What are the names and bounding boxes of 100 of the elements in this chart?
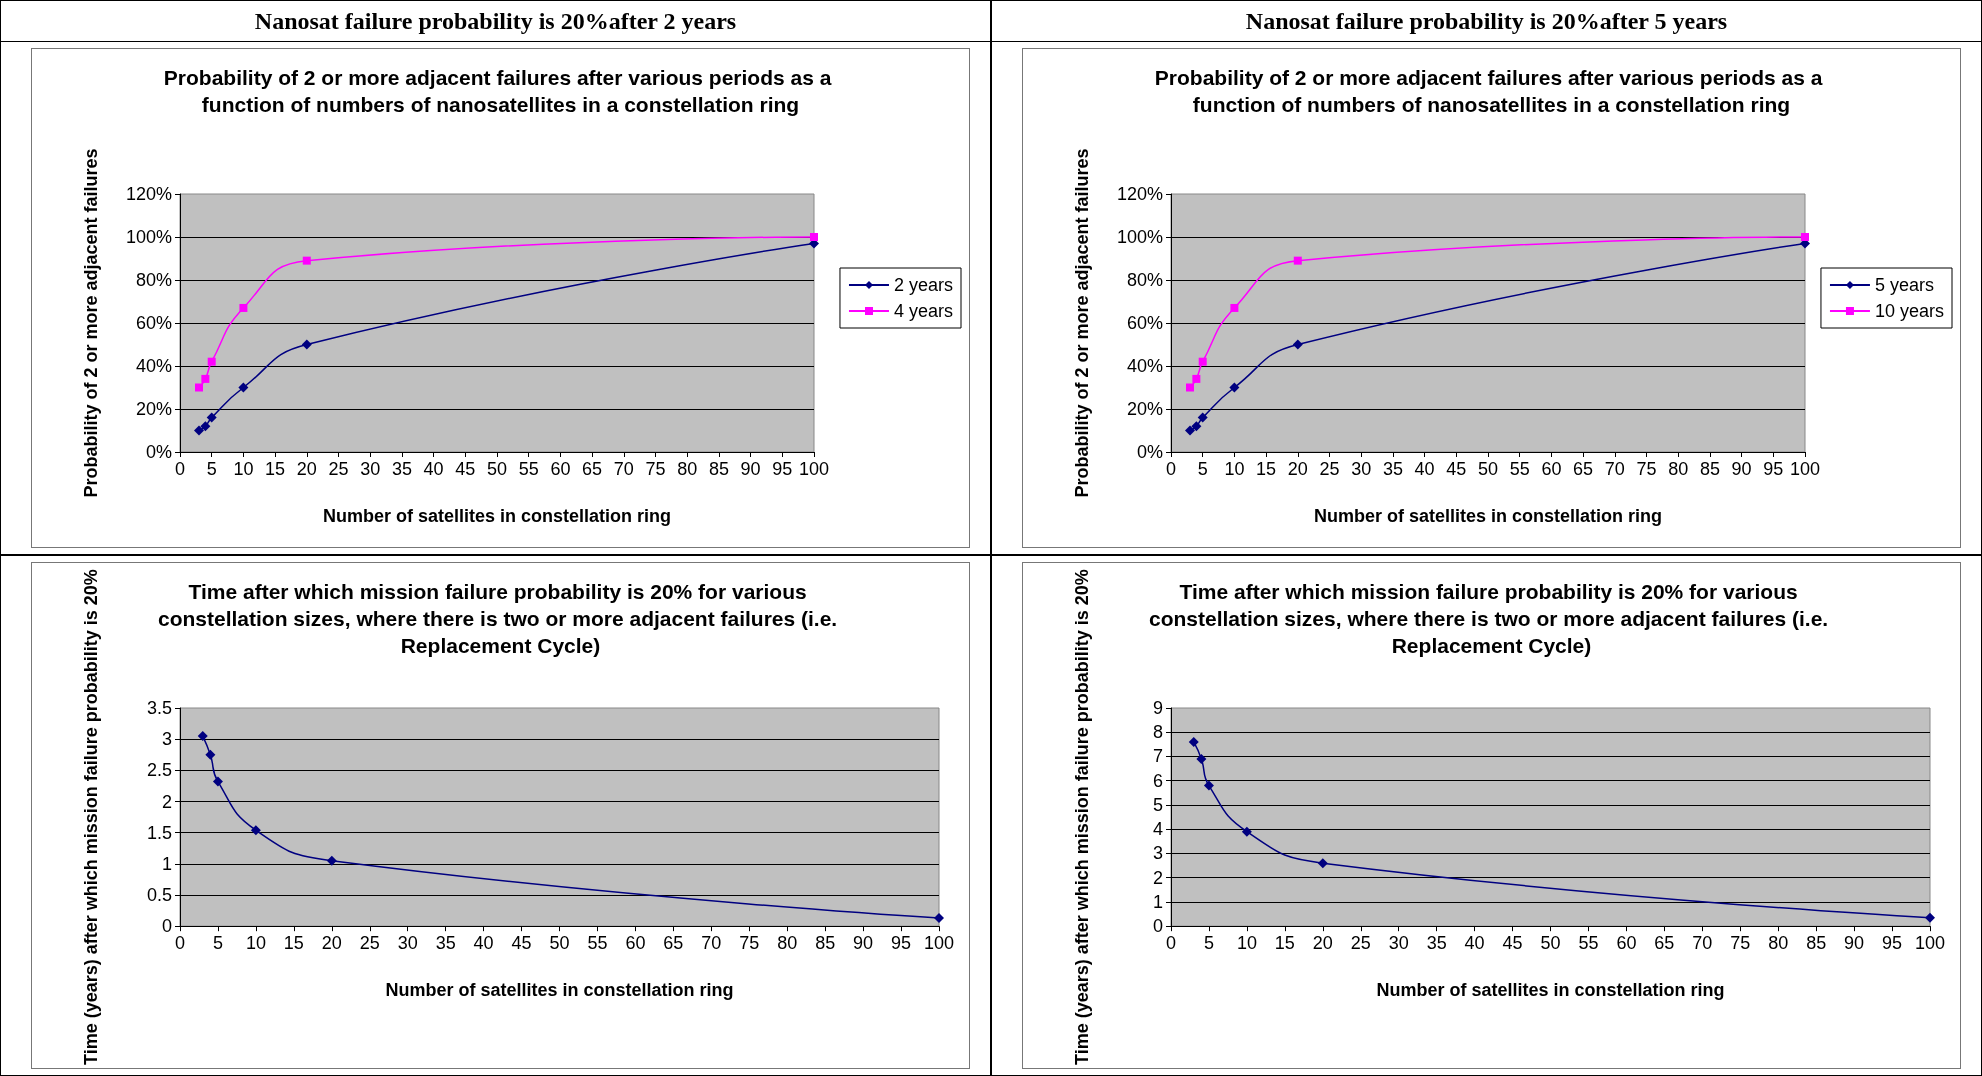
- x-tick-label: 85: [708, 459, 729, 479]
- y-tick-label: 100%: [1116, 227, 1163, 247]
- x-tick-label: 35: [1382, 459, 1403, 479]
- x-tick-label: 90: [1844, 933, 1865, 954]
- y-tick-label: 0%: [145, 442, 172, 462]
- x-tick-label: 45: [455, 459, 476, 479]
- x-tick-label: 75: [645, 459, 666, 479]
- x-tick-label: 90: [1731, 459, 1752, 479]
- y-tick-label: 6: [1152, 770, 1163, 791]
- x-tick-label: 55: [1509, 459, 1530, 479]
- x-tick-label: 5: [1203, 933, 1214, 954]
- x-tick-label: 20: [321, 933, 342, 954]
- x-tick-label: 0: [1165, 933, 1177, 954]
- x-tick-label: 100: [1914, 933, 1946, 954]
- x-tick-label: 85: [1806, 933, 1827, 954]
- x-tick-label: 50: [1540, 933, 1561, 954]
- x-tick-label: 60: [1541, 459, 1562, 479]
- legend-label: 5 years: [1874, 275, 1934, 295]
- y-tick-label: 2.5: [146, 760, 172, 781]
- x-tick-label: 70: [613, 459, 634, 479]
- chart-title: Probability of 2 or more adjacent failures after various periods as a function of numbers of nanosatellites in a constellation ring: [163, 66, 838, 116]
- x-tick-label: 95: [1763, 459, 1784, 479]
- x-tick-label: 30: [1351, 459, 1372, 479]
- y-tick-label: 120%: [1116, 184, 1163, 204]
- x-tick-label: 35: [435, 933, 456, 954]
- y-tick-label: 0: [1152, 916, 1163, 937]
- x-tick-label: 75: [1636, 459, 1657, 479]
- x-tick-label: 70: [1692, 933, 1713, 954]
- x-tick-label: 5: [206, 459, 217, 479]
- x-tick-label: 85: [815, 933, 836, 954]
- x-tick-label: 90: [853, 933, 874, 954]
- y-tick-label: 4: [1152, 819, 1163, 840]
- x-tick-label: 40: [1414, 459, 1435, 479]
- x-tick-label: 70: [1604, 459, 1625, 479]
- x-tick-label: 20: [1287, 459, 1308, 479]
- y-tick-label: 5: [1152, 794, 1163, 815]
- y-tick-label: 20%: [135, 399, 172, 419]
- x-tick-label: 40: [423, 459, 444, 479]
- x-tick-label: 0: [1165, 459, 1177, 479]
- x-tick-label: 25: [1350, 933, 1371, 954]
- x-tick-label: 60: [1616, 933, 1637, 954]
- x-axis-title: Number of satellites in constellation ring: [1313, 506, 1663, 526]
- x-tick-label: 20: [296, 459, 317, 479]
- x-tick-label: 100: [923, 933, 955, 954]
- x-tick-label: 80: [777, 933, 798, 954]
- x-tick-label: 50: [1477, 459, 1499, 479]
- y-tick-label: 100%: [125, 227, 172, 247]
- chart-title: Time after which mission failure probability is 20% for various constellation sizes, where there is two or more adjacent failures (i.e. Replacement Cycle): [1148, 580, 1835, 657]
- x-tick-label: 45: [1502, 933, 1523, 954]
- y-tick-label: 1.5: [146, 822, 172, 843]
- x-tick-label: 45: [1446, 459, 1467, 479]
- x-tick-label: 65: [663, 933, 684, 954]
- x-tick-label: 10: [233, 459, 254, 479]
- x-tick-label: 30: [1388, 933, 1409, 954]
- x-tick-label: 15: [1256, 459, 1277, 479]
- x-tick-label: 55: [587, 933, 608, 954]
- x-tick-label: 35: [1426, 933, 1447, 954]
- x-axis-title: Number of satellites in constellation ring: [1376, 980, 1725, 1001]
- chart-title: Time after which mission failure probability is 20% for various constellation sizes, where there is two or more adjacent failures (i.e. Replacement Cycle): [157, 580, 844, 657]
- x-tick-label: 5: [1197, 459, 1208, 479]
- y-tick-label: 2: [161, 791, 172, 812]
- y-tick-label: 7: [1152, 746, 1163, 767]
- x-tick-label: 50: [549, 933, 570, 954]
- x-tick-label: 75: [739, 933, 760, 954]
- x-tick-label: 80: [677, 459, 698, 479]
- x-tick-label: 100: [798, 459, 830, 479]
- y-axis-title: Probability of 2 or more adjacent failures: [1072, 148, 1092, 498]
- x-tick-label: 50: [486, 459, 508, 479]
- x-tick-label: 15: [265, 459, 286, 479]
- y-tick-label: 8: [1152, 722, 1163, 743]
- x-tick-label: 30: [397, 933, 418, 954]
- x-tick-label: 15: [283, 933, 304, 954]
- x-tick-label: 0: [174, 459, 186, 479]
- x-tick-label: 0: [174, 933, 186, 954]
- x-tick-label: 25: [1319, 459, 1340, 479]
- legend-label: 10 years: [1874, 301, 1945, 321]
- chart-subtitle: Nanosat failure probability is 20%after 5 years: [992, 1, 1981, 42]
- x-tick-label: 60: [550, 459, 571, 479]
- y-tick-label: 60%: [1126, 313, 1163, 333]
- y-axis-title: Probability of 2 or more adjacent failures: [81, 148, 101, 498]
- y-tick-label: 9: [1152, 698, 1163, 718]
- x-tick-label: 35: [391, 459, 412, 479]
- x-tick-label: 100: [1789, 459, 1821, 479]
- y-tick-label: 80%: [1126, 270, 1163, 290]
- x-axis-title: Number of satellites in constellation ring: [385, 980, 734, 1001]
- y-tick-label: 120%: [125, 184, 172, 204]
- legend-label: 4 years: [893, 301, 953, 321]
- x-tick-label: 90: [740, 459, 761, 479]
- x-tick-label: 80: [1668, 459, 1689, 479]
- x-tick-label: 65: [1654, 933, 1675, 954]
- x-tick-label: 40: [473, 933, 494, 954]
- x-tick-label: 10: [1236, 933, 1257, 954]
- legend-label: 2 years: [893, 275, 953, 295]
- y-tick-label: 0.5: [146, 885, 172, 906]
- y-tick-label: 3: [1152, 843, 1163, 864]
- chart-title: Probability of 2 or more adjacent failures after various periods as a function of numbers of nanosatellites in a constellation ring: [1154, 66, 1829, 116]
- y-tick-label: 20%: [1126, 399, 1163, 419]
- x-tick-label: 95: [891, 933, 912, 954]
- y-tick-label: 1: [1152, 891, 1163, 912]
- x-axis-title: Number of satellites in constellation ring: [322, 506, 672, 526]
